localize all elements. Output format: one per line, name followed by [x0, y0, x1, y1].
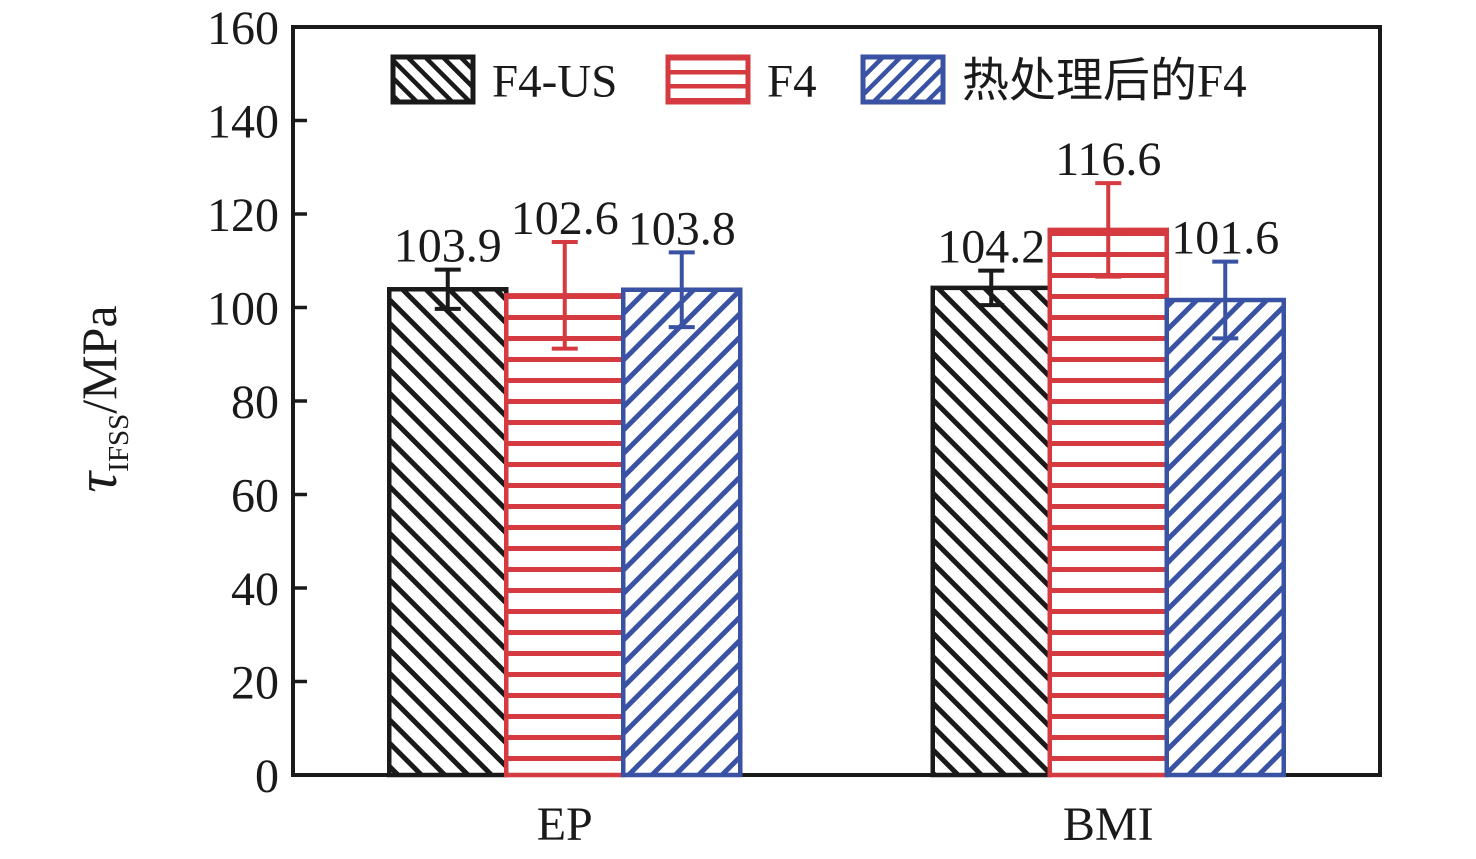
y-tick-label: 20 [231, 656, 279, 709]
error-bar-EP-0 [434, 267, 461, 311]
y-tick-label: 80 [231, 376, 279, 429]
bar-EP-0 [387, 287, 509, 778]
bar-EP-2 [621, 287, 743, 778]
y-tick-label: 100 [207, 282, 279, 335]
x-category-label-BMI: BMI [1063, 798, 1154, 851]
error-bar-BMI-1 [1095, 181, 1122, 279]
bar-BMI-1 [1047, 227, 1169, 778]
legend-item-label: F4-US [492, 56, 617, 108]
bar-value-label: 103.9 [394, 220, 502, 273]
bar-EP-1 [504, 293, 626, 778]
legend-swatch-horizontal-icon [665, 54, 751, 105]
legend-item-label: F4 [767, 56, 817, 108]
x-category-label-EP: EP [537, 798, 593, 851]
legend-item-label: 热处理后的F4 [962, 56, 1247, 108]
bar-value-label: 104.2 [937, 221, 1045, 274]
y-axis-label-subscript: IFSS [103, 414, 135, 472]
y-axis-label: τIFSS/MPa [64, 305, 135, 492]
legend-swatch-diagonal-forward-icon [390, 54, 476, 105]
bar-value-label: 102.6 [511, 192, 619, 245]
error-bar-BMI-0 [978, 268, 1005, 308]
y-tick-label: 140 [207, 95, 279, 148]
legend: F4-US F4 热处理后的F4 [390, 54, 1247, 108]
error-bar-EP-1 [551, 240, 578, 351]
y-axis-label-unit: /MPa [71, 305, 127, 413]
error-bar-EP-2 [668, 250, 695, 330]
bar-BMI-0 [930, 285, 1052, 778]
legend-swatch-diagonal-backward-icon [860, 54, 946, 105]
y-tick-label: 160 [207, 2, 279, 55]
error-bar-BMI-2 [1212, 259, 1239, 341]
y-axis-label-symbol: τ [64, 470, 129, 493]
y-tick-label: 120 [207, 189, 279, 242]
bar-value-label: 101.6 [1171, 212, 1279, 265]
y-tick-label: 60 [231, 469, 279, 522]
y-tick-label: 40 [231, 563, 279, 616]
y-tick-label: 0 [255, 750, 279, 803]
bar-BMI-2 [1164, 297, 1286, 778]
bar-value-label: 103.8 [628, 202, 736, 255]
bar-value-label: 116.6 [1055, 133, 1161, 186]
